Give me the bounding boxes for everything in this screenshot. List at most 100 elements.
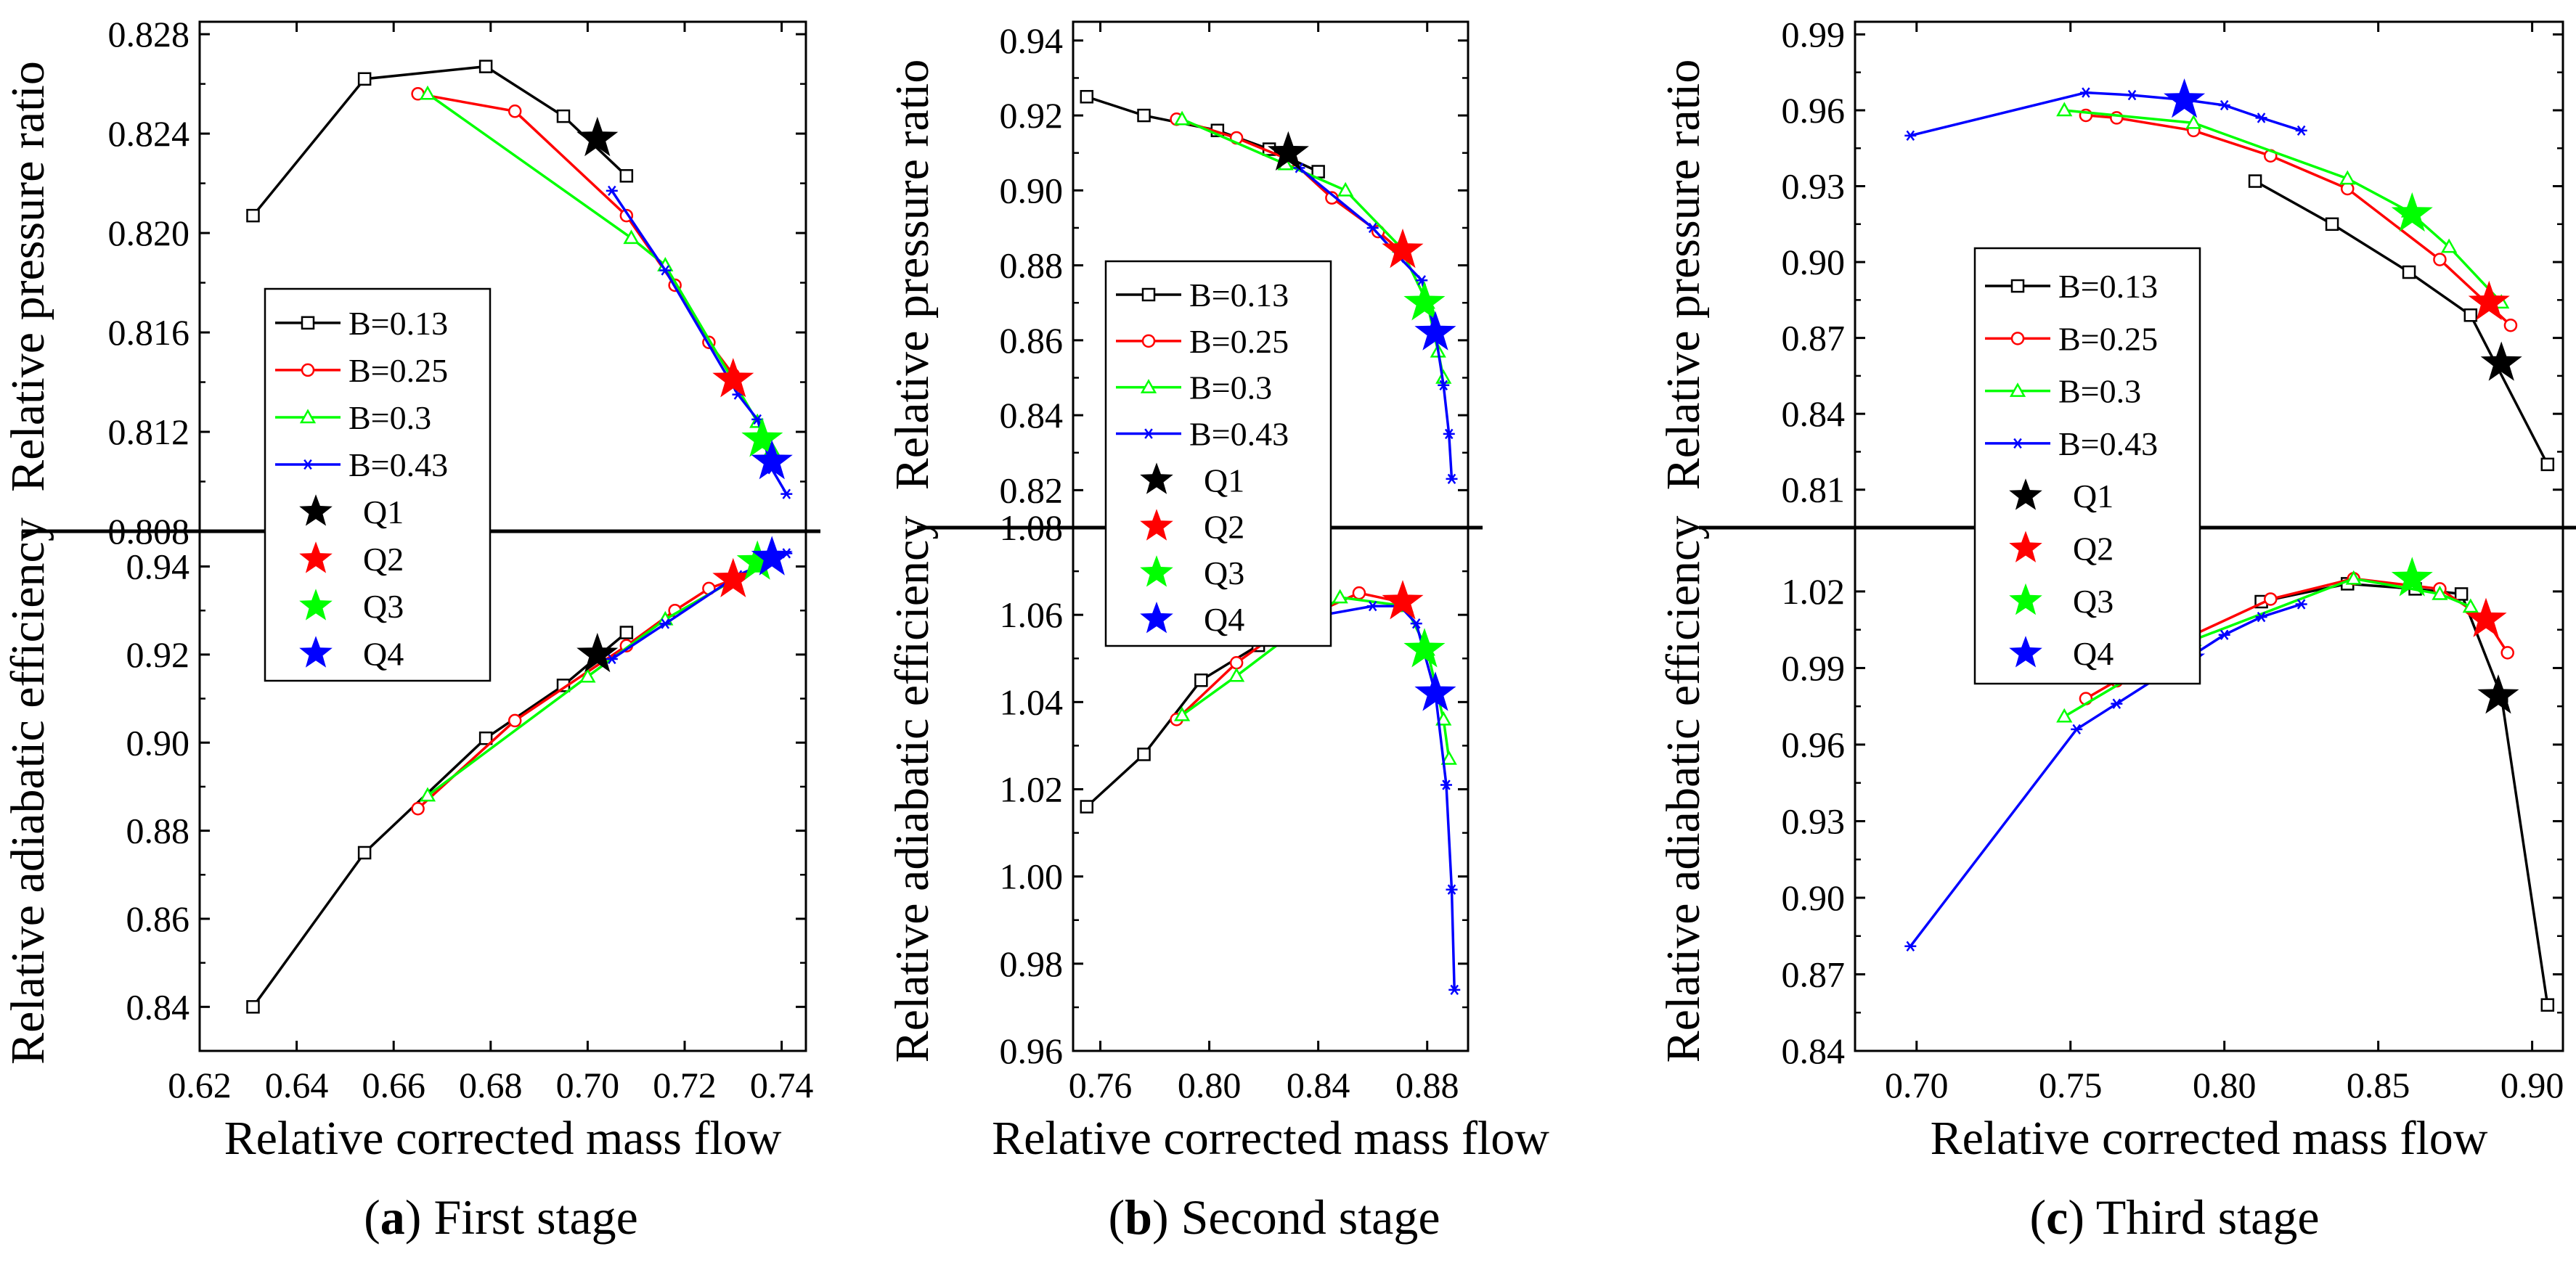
legend-star	[299, 589, 333, 621]
data-point	[2111, 698, 2123, 709]
legend: B=0.13 B=0.25 B=0.3 B=0.43 Q1 Q2 Q3 Q4	[1973, 247, 2201, 685]
y-tick-label: 1.04	[1000, 681, 1064, 722]
legend-label: B=0.3	[2058, 373, 2141, 410]
y-tick-label: 0.824	[108, 113, 190, 154]
legend-star	[299, 541, 333, 573]
chart-panel-3: 0.81 0.84 0.87 0.90 0.93 0.96 0.99 Relative pre…	[1657, 14, 2576, 1245]
x-tick-label: 0.80	[2193, 1065, 2257, 1105]
legend-star	[2009, 478, 2042, 510]
data-point	[2345, 570, 2362, 585]
x-tick-label: 0.68	[459, 1065, 523, 1105]
legend-symbol	[2009, 382, 2026, 397]
x-tick-label: 0.85	[2347, 1065, 2410, 1105]
y-tick-label: 0.96	[1000, 1031, 1064, 1071]
legend-star	[1140, 555, 1173, 587]
series-line	[2254, 180, 2549, 465]
data-point	[2462, 598, 2479, 613]
legend-star	[2009, 531, 2042, 562]
data-point	[1366, 601, 1379, 612]
data-point	[2503, 318, 2518, 332]
data-point	[659, 265, 672, 276]
data-point	[1440, 779, 1452, 790]
y-tick-label: 0.98	[1000, 943, 1064, 984]
y-tick-label: 0.93	[1782, 801, 1846, 841]
data-point	[2454, 587, 2469, 601]
data-point	[619, 169, 634, 183]
legend-label: Q1	[1204, 462, 1244, 499]
y-tick-label: 0.99	[1782, 647, 1846, 688]
y-tick-label: 0.92	[126, 634, 190, 675]
data-point	[508, 713, 522, 728]
legend-label: Q3	[1204, 554, 1244, 591]
x-tick-label: 0.90	[2500, 1065, 2564, 1105]
data-point	[1173, 706, 1191, 721]
y-tick-label: 0.84	[1000, 395, 1064, 435]
legend-label: Q4	[2073, 635, 2114, 672]
data-point	[2056, 102, 2073, 117]
y-tick-label: 0.86	[126, 898, 190, 939]
y-tick-label: 0.84	[126, 986, 190, 1027]
star-marker-q1	[1267, 131, 1309, 171]
data-point	[1137, 748, 1151, 761]
star-marker-q1	[2477, 674, 2519, 714]
y-tick-label: 0.828	[108, 14, 190, 54]
x-tick-label: 0.70	[1885, 1065, 1949, 1105]
data-point	[2432, 585, 2448, 600]
data-point	[1446, 884, 1458, 895]
caption-open-paren: (	[364, 1190, 380, 1245]
star-marker-q1	[576, 116, 619, 157]
data-point	[1443, 428, 1455, 440]
star-marker-q4	[2164, 78, 2206, 118]
legend-label: B=0.13	[1189, 277, 1289, 314]
y-axis-label-top: Relative pressure ratio	[1657, 60, 1710, 491]
y-tick-label: 0.87	[1782, 954, 1846, 994]
x-tick-label: 0.76	[1069, 1065, 1133, 1105]
data-point	[751, 414, 764, 425]
legend-star	[1140, 462, 1173, 494]
x-tick-label: 0.72	[653, 1065, 717, 1105]
data-point	[1137, 108, 1151, 123]
caption-letter: b	[1125, 1190, 1152, 1245]
legend-label: Q4	[363, 635, 404, 672]
data-point	[619, 626, 634, 639]
data-point	[1228, 667, 1245, 682]
y-tick-label: 0.90	[1782, 242, 1846, 282]
data-point	[246, 1000, 260, 1014]
data-point	[2071, 724, 2083, 734]
data-point	[2295, 599, 2307, 610]
data-point	[606, 653, 618, 665]
x-tick-label: 0.84	[1287, 1065, 1350, 1105]
legend-label: Q2	[363, 541, 404, 578]
y-tick-label: 0.84	[1782, 1031, 1846, 1071]
y-tick-label: 0.82	[1000, 470, 1064, 510]
y-tick-label: 0.90	[1000, 170, 1064, 210]
chart-panel-2: 0.82 0.84 0.86 0.88 0.90 0.92 0.94 Relative pre…	[886, 20, 1549, 1245]
y-tick-label: 0.90	[126, 722, 190, 763]
y-tick-label: 0.84	[1782, 393, 1846, 434]
data-point	[1448, 984, 1461, 996]
caption-close-paren: )	[1152, 1190, 1181, 1245]
star-marker-q2	[2468, 280, 2510, 321]
data-point	[2255, 112, 2267, 123]
legend-symbol	[1141, 287, 1156, 302]
data-point	[2540, 457, 2555, 472]
star-marker-q1	[2480, 341, 2522, 381]
legend-star	[2009, 636, 2042, 668]
data-point	[1337, 181, 1354, 197]
caption-letter: c	[2046, 1190, 2068, 1245]
legend: B=0.13 B=0.25 B=0.3 B=0.43 Q1 Q2 Q3 Q4	[264, 287, 492, 682]
data-point	[1440, 750, 1457, 765]
data-point	[2339, 170, 2356, 185]
legend-symbol	[1143, 428, 1154, 439]
legend-symbol	[2012, 438, 2023, 449]
data-point	[2218, 629, 2230, 640]
plot-top-2: 0.82 0.84 0.86 0.88 0.90 0.92 0.94 Relative pre…	[886, 20, 1468, 510]
caption-close-paren: )	[405, 1190, 434, 1245]
legend-box	[1104, 260, 1332, 647]
x-tick-label: 0.66	[362, 1065, 425, 1105]
plot-top-3: 0.81 0.84 0.87 0.90 0.93 0.96 0.99 Relative pre…	[1657, 14, 2563, 510]
legend-label: B=0.3	[1189, 369, 1272, 406]
x-tick-label: 0.88	[1395, 1065, 1459, 1105]
data-point	[2185, 114, 2202, 129]
data-point	[623, 229, 640, 245]
